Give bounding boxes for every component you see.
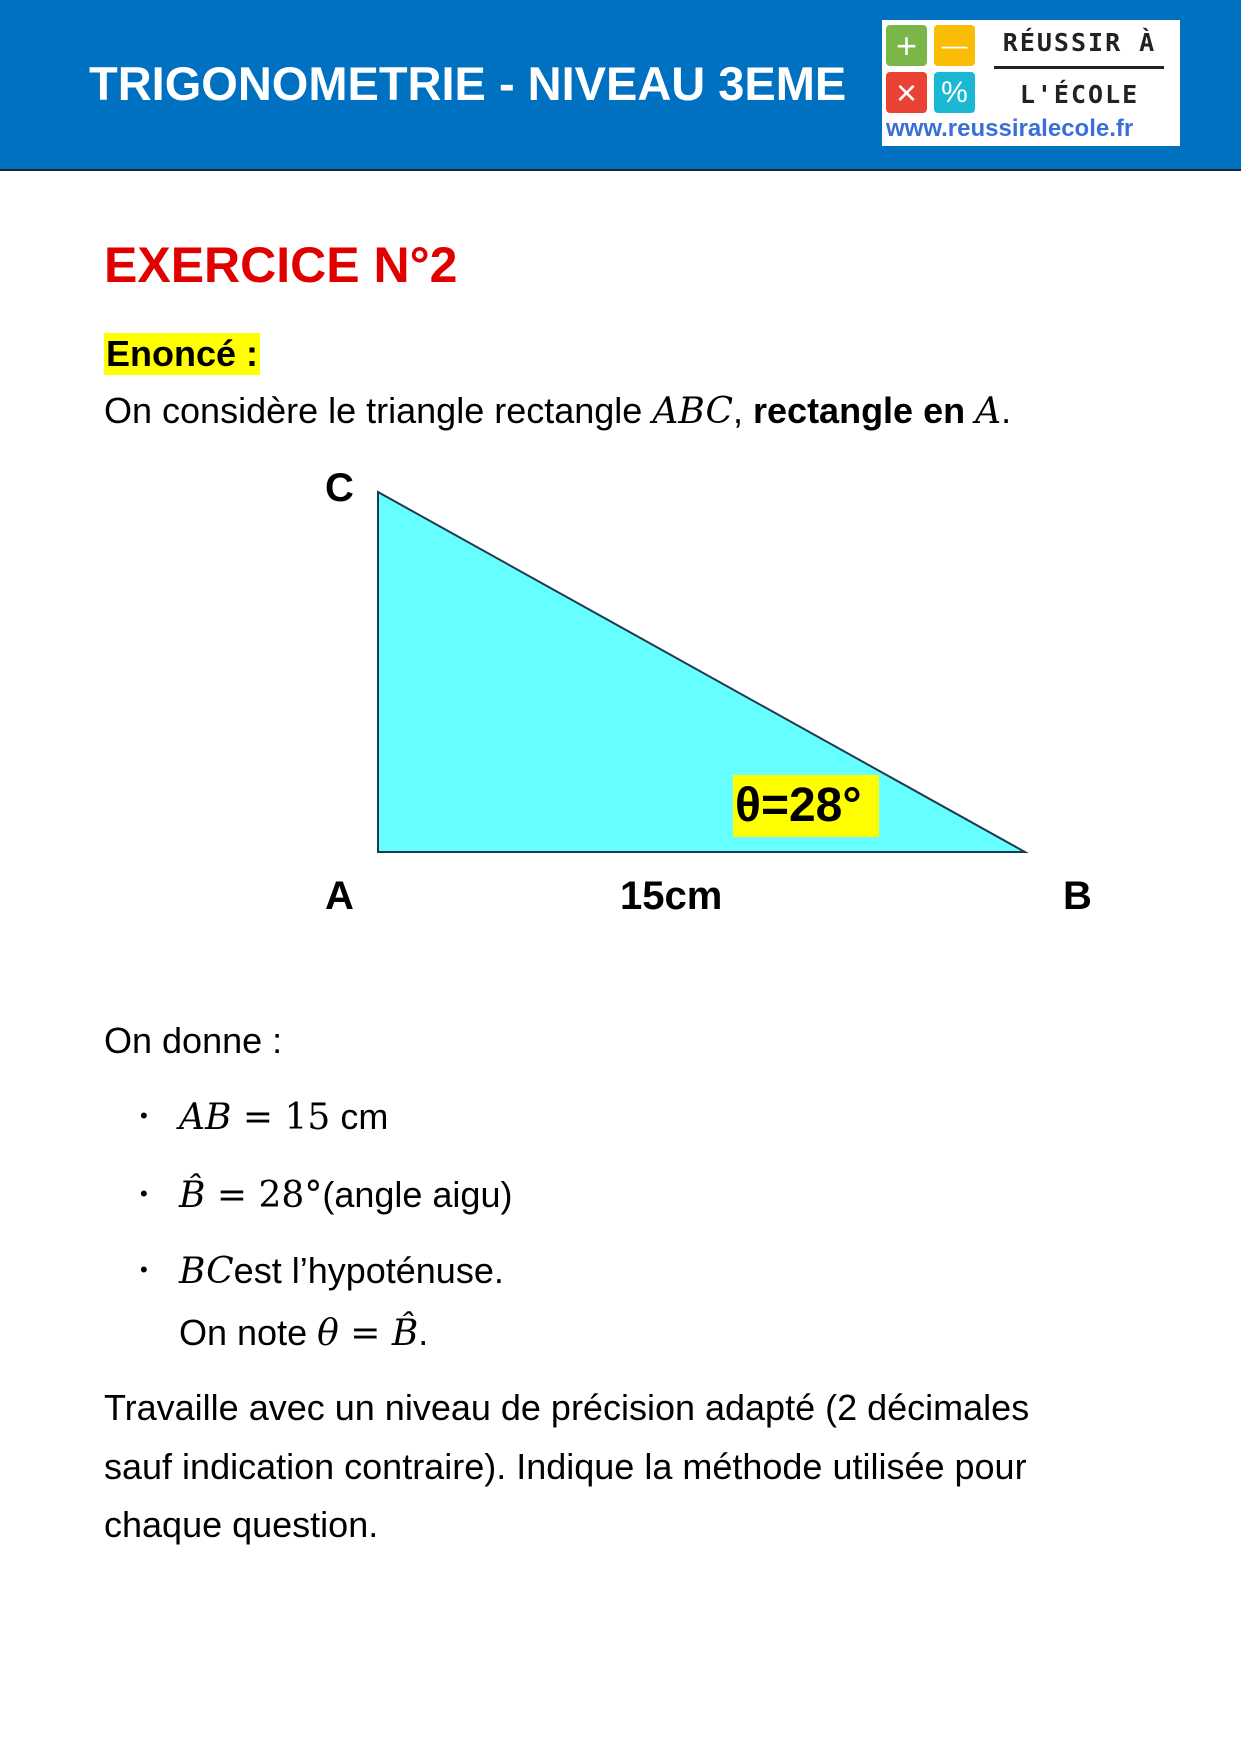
triangle-figure	[377, 490, 1029, 853]
math-a: A	[975, 391, 1002, 432]
exercise-title: EXERCICE N°2	[104, 237, 458, 293]
vertex-b-label: B	[1063, 874, 1092, 918]
enonce-label: Enoncé :	[104, 333, 261, 375]
math: = 15	[231, 1097, 331, 1138]
paragraph-line: chaque question.	[104, 1504, 379, 1545]
text: On note	[179, 1312, 318, 1353]
math-abc: ABC	[652, 391, 733, 432]
paragraph-line: Travaille avec un niveau de précision ad…	[104, 1387, 1030, 1428]
times-icon: ×	[886, 72, 927, 113]
angle-label-highlight	[733, 775, 879, 837]
intro-bold: rectangle en	[753, 390, 976, 431]
math: B̂	[179, 1175, 206, 1216]
vertex-a-label: A	[325, 874, 354, 918]
bullet-item: AB = 15 cm	[179, 1096, 388, 1138]
triangle-abc	[377, 490, 1029, 853]
paragraph-line: sauf indication contraire). Indique la m…	[104, 1446, 1027, 1487]
bullet-dot: •	[140, 1181, 148, 1206]
math: BC	[179, 1251, 234, 1292]
logo-line1: RÉUSSIR À	[1002, 28, 1157, 57]
page-title: TRIGONOMETRIE - NIVEAU 3EME	[89, 57, 847, 110]
math: θ = B̂	[317, 1313, 419, 1354]
logo-line2: L'ÉCOLE	[1019, 80, 1140, 109]
text: cm	[330, 1096, 389, 1137]
logo: + — × % RÉUSSIR À L'ÉCOLE www.reussirale…	[882, 20, 1180, 146]
bullet-dot: •	[140, 1103, 148, 1128]
logo-url: www.reussiralecole.fr	[886, 115, 1134, 142]
logo-divider	[994, 66, 1164, 69]
intro-sentence: On considère le triangle rectangle ABC, …	[104, 390, 1011, 432]
minus-icon: —	[934, 25, 975, 66]
given-label: On donne :	[104, 1020, 283, 1061]
period: .	[418, 1312, 429, 1353]
bullet-dot: •	[140, 1257, 148, 1282]
side-ab-label: 15cm	[620, 874, 723, 918]
text: est l’hypoténuse.	[233, 1250, 504, 1291]
bullet-item: B̂ = 28°(angle aigu)	[179, 1174, 512, 1216]
angle-label: θ=28°	[735, 779, 862, 832]
math: AB	[179, 1097, 232, 1138]
period: .	[1001, 390, 1012, 431]
vertex-c-label: C	[325, 466, 354, 510]
note-line: On note θ = B̂.	[179, 1312, 428, 1354]
math: = 28°	[205, 1175, 323, 1216]
bullet-item: BCest l’hypoténuse.	[179, 1250, 504, 1292]
plus-icon: +	[886, 25, 927, 66]
intro-text: On considère le triangle rectangle	[104, 390, 653, 431]
percent-icon: %	[934, 72, 975, 113]
text: (angle aigu)	[322, 1174, 513, 1215]
comma: ,	[733, 390, 754, 431]
